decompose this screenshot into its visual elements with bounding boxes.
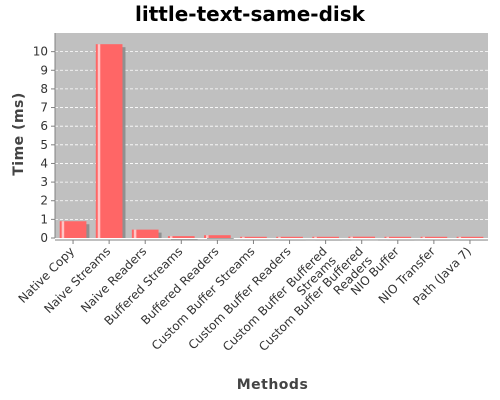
plot-area — [55, 33, 488, 238]
y-tick-label: 0 — [40, 231, 48, 245]
y-tick-label: 8 — [40, 82, 48, 96]
bar — [204, 235, 231, 238]
bar-highlight — [97, 44, 101, 238]
y-tick-label: 5 — [40, 138, 48, 152]
bar — [59, 221, 87, 238]
bar-highlight — [242, 236, 245, 238]
bar-highlight — [133, 229, 137, 238]
y-tick-label: 10 — [33, 45, 48, 59]
y-tick-label: 2 — [40, 194, 48, 208]
bar — [420, 236, 448, 238]
bar — [348, 236, 376, 238]
bar-shadow — [243, 239, 270, 241]
bar — [312, 236, 339, 238]
bar-shadow — [170, 239, 198, 240]
bar-shadow — [207, 238, 234, 240]
bar-highlight — [206, 235, 209, 238]
bar-shadow — [423, 239, 451, 241]
bar-shadow — [459, 239, 487, 241]
y-tick-label: 6 — [40, 119, 48, 133]
bar-shadow — [387, 239, 415, 241]
bar-shadow — [279, 239, 306, 241]
bar-highlight — [422, 236, 426, 238]
y-tick-label: 1 — [40, 212, 48, 226]
bar — [276, 236, 303, 238]
bar-shadow — [315, 239, 342, 241]
bar-highlight — [169, 236, 173, 238]
y-tick-label: 9 — [40, 63, 48, 77]
x-axis-label: Methods — [236, 377, 309, 393]
bar — [456, 236, 484, 238]
bar — [240, 236, 267, 238]
chart-title: little-text-same-disk — [135, 2, 365, 26]
bar — [167, 236, 195, 238]
y-tick-label: 3 — [40, 175, 48, 189]
y-tick-label: 7 — [40, 101, 48, 115]
y-tick-label: 4 — [40, 156, 48, 170]
bar-highlight — [458, 236, 462, 238]
bar-highlight — [278, 236, 281, 238]
bar-highlight — [61, 221, 65, 238]
bar — [384, 236, 412, 238]
bar-highlight — [350, 236, 353, 238]
bar-highlight — [314, 236, 317, 238]
bar-highlight — [386, 236, 389, 238]
bar — [131, 229, 159, 238]
bar-shadow — [351, 239, 379, 241]
